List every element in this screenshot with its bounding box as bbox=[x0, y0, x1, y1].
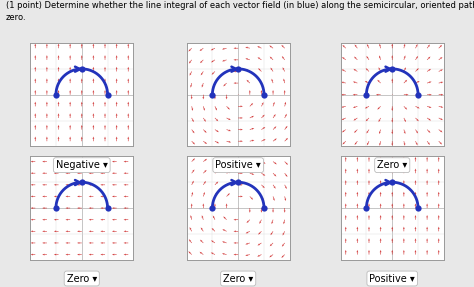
Text: Positive ▾: Positive ▾ bbox=[369, 274, 415, 284]
Text: Positive ▾: Positive ▾ bbox=[215, 160, 261, 170]
Text: Negative ▾: Negative ▾ bbox=[56, 160, 108, 170]
Text: Zero ▾: Zero ▾ bbox=[223, 274, 253, 284]
Text: Zero ▾: Zero ▾ bbox=[67, 274, 97, 284]
Text: (1 point) Determine whether the line integral of each vector field (in blue) alo: (1 point) Determine whether the line int… bbox=[6, 1, 474, 22]
Text: Zero ▾: Zero ▾ bbox=[377, 160, 407, 170]
